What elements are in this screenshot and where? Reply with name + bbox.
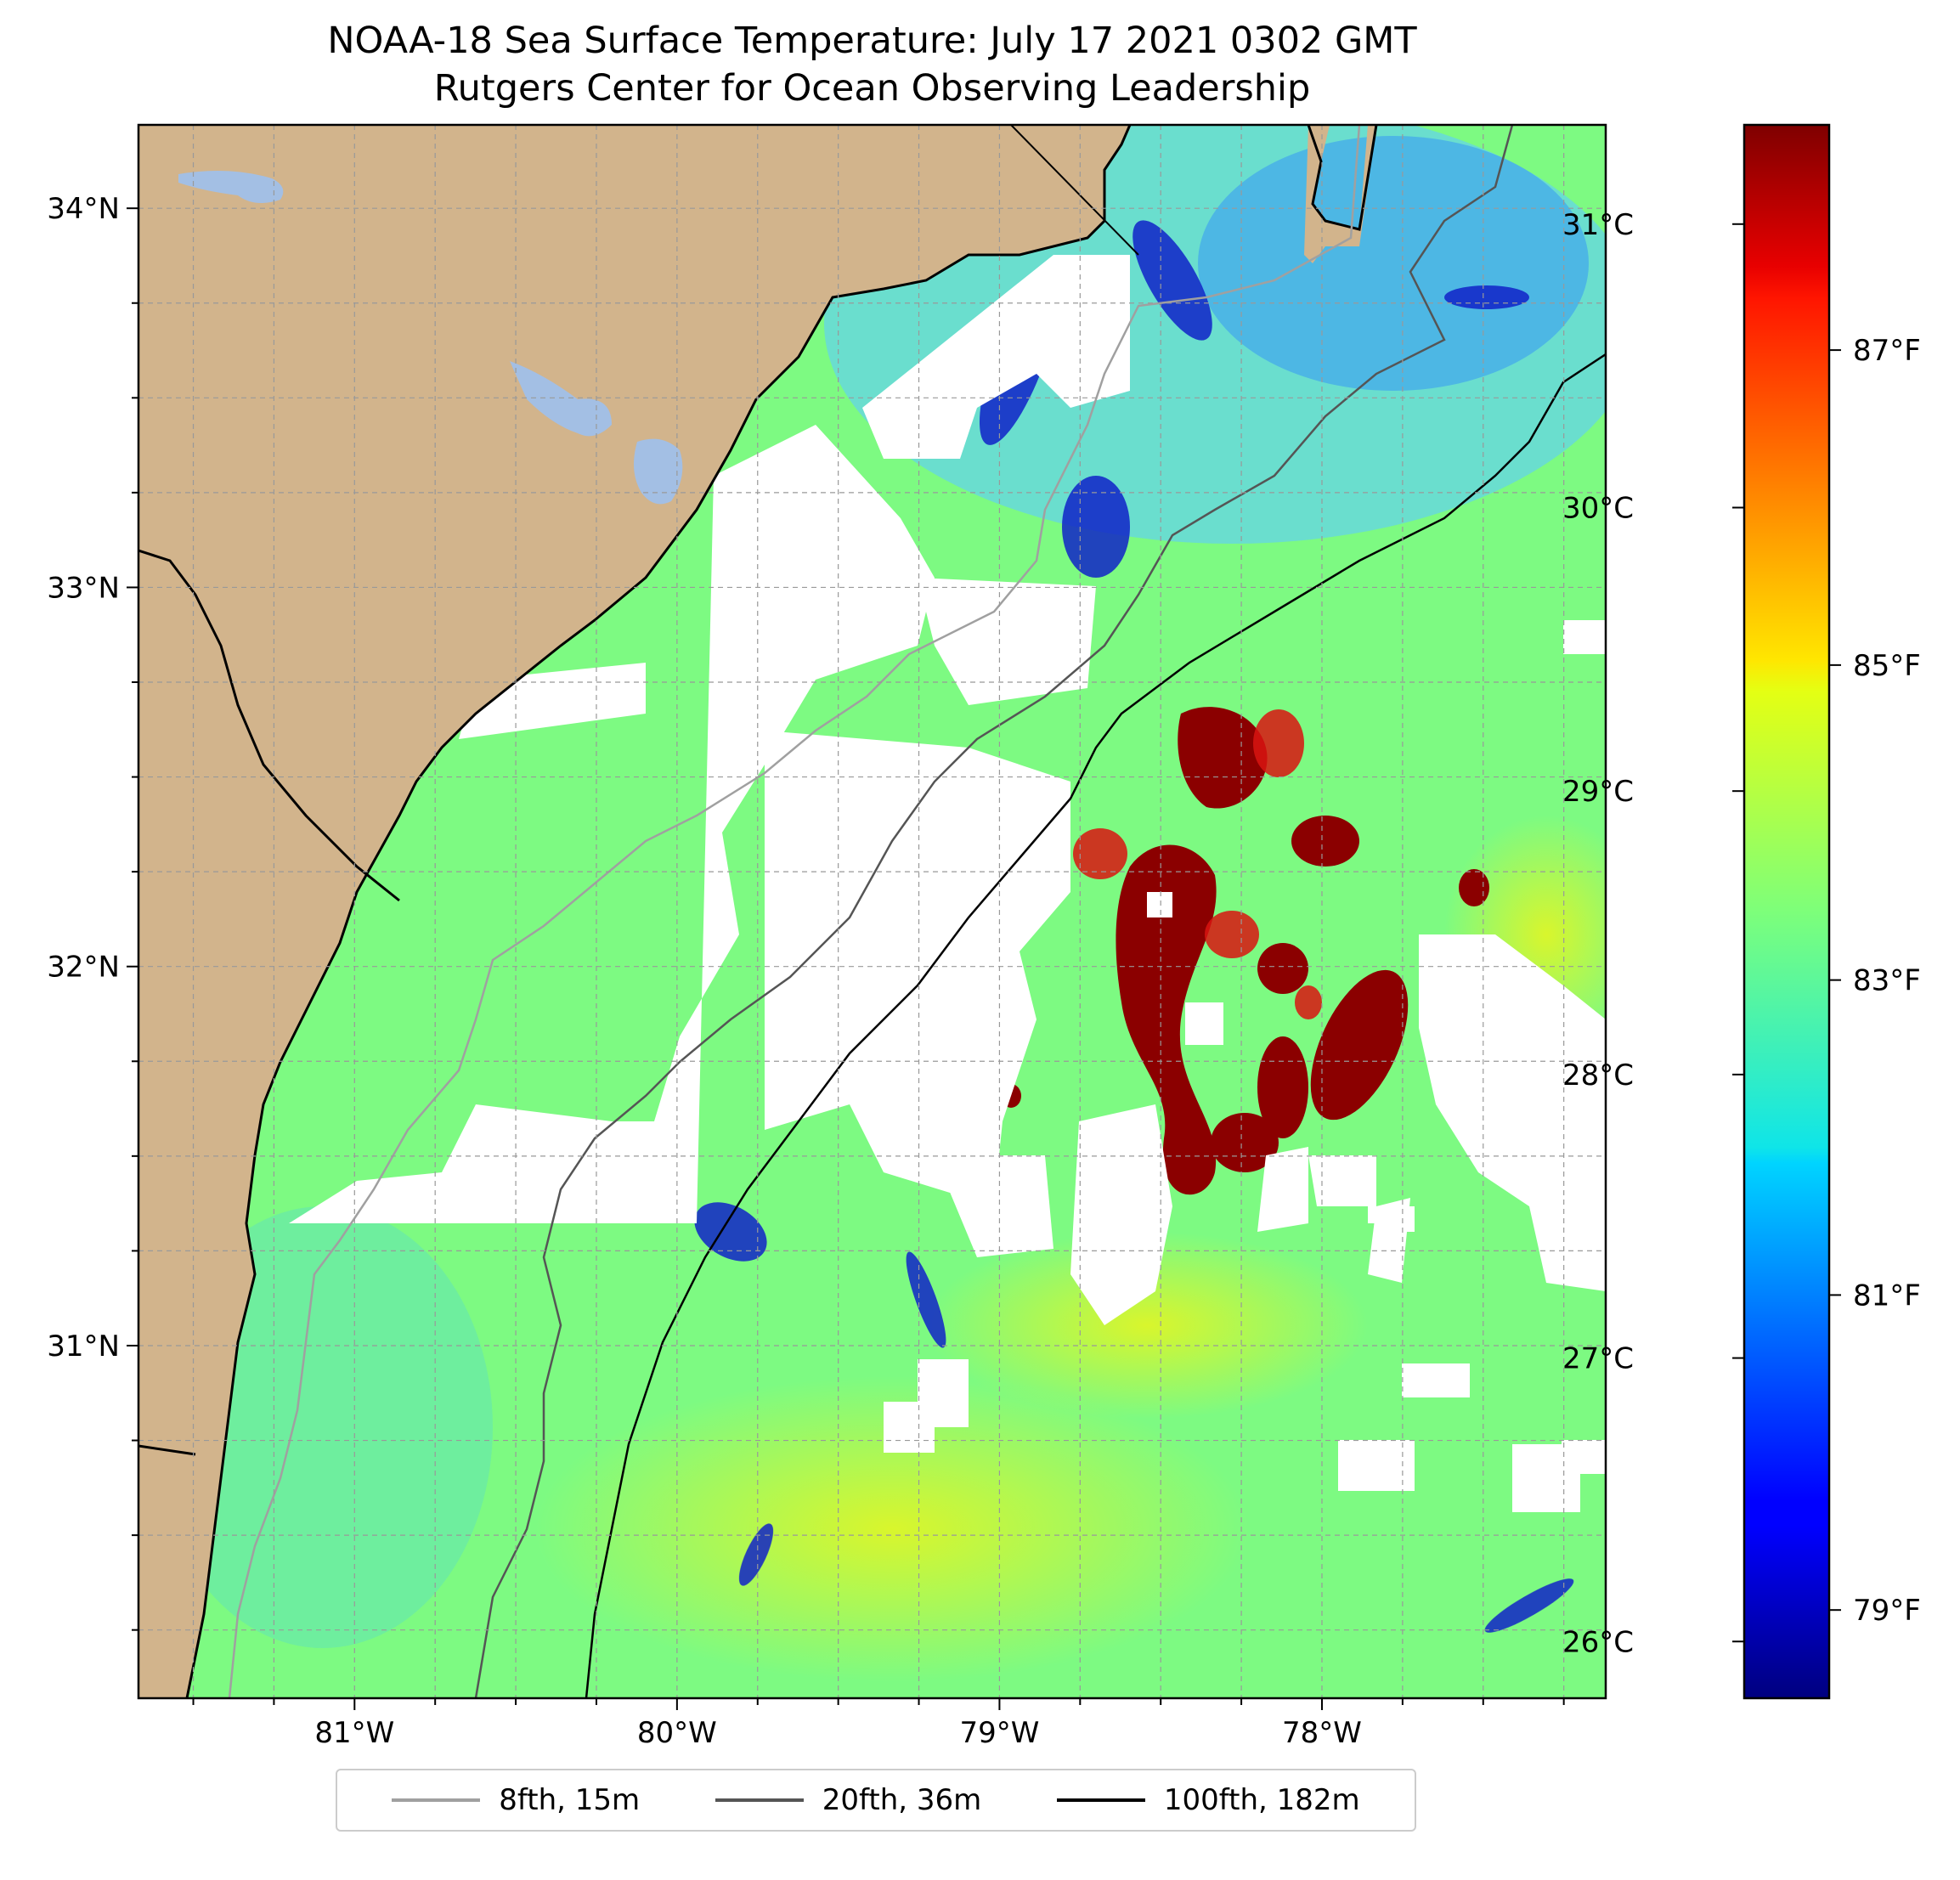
isobath-20fth-36m — [474, 125, 1514, 1698]
lake-marion — [634, 438, 683, 505]
colorbar — [1743, 123, 1831, 1700]
fahrenheit-tick-label: 87°F — [1853, 334, 1921, 368]
fahrenheit-tick-label: 79°F — [1853, 1594, 1921, 1628]
lake — [178, 171, 284, 203]
lat-tick-label: 32°N — [47, 951, 120, 985]
isobath-100fth-182m — [585, 353, 1606, 1698]
land-mass — [138, 125, 1130, 1698]
legend-item-8fth: 8fth, 15m — [392, 1783, 640, 1817]
lon-tick-label: 78°W — [1282, 1716, 1362, 1750]
lat-tick-label: 31°N — [47, 1330, 120, 1363]
map-frame — [137, 123, 1607, 1700]
lake-moultrie — [510, 361, 612, 437]
lon-tick-label: 80°W — [637, 1716, 717, 1750]
chart-title: NOAA-18 Sea Surface Temperature: July 17… — [327, 20, 1417, 62]
no-data-cloud-mask — [289, 255, 1606, 1512]
isobath-8fth-15m — [228, 125, 1361, 1698]
legend-swatch — [715, 1798, 804, 1802]
fahrenheit-tick-label: 83°F — [1853, 964, 1921, 998]
legend-item-100fth: 100fth, 182m — [1056, 1783, 1360, 1817]
celsius-tick-label: 29°C — [1562, 775, 1634, 809]
celsius-tick-label: 26°C — [1562, 1625, 1634, 1659]
state-border — [138, 549, 400, 902]
coastline — [185, 125, 1132, 1698]
isobath-legend: 8fth, 15m 20fth, 36m 100fth, 182m — [336, 1769, 1416, 1832]
map-axis-ticks: 81°W 80°W 79°W 78°W 34°N 33°N 32°N 31°N — [47, 192, 1565, 1750]
celsius-tick-label: 31°C — [1562, 208, 1634, 242]
celsius-tick-label: 27°C — [1562, 1342, 1634, 1376]
fahrenheit-tick-label: 85°F — [1853, 649, 1921, 683]
map-plot-area — [138, 125, 1606, 1698]
legend-item-20fth: 20fth, 36m — [715, 1783, 982, 1817]
celsius-tick-label: 30°C — [1562, 491, 1634, 525]
legend-swatch — [1056, 1798, 1145, 1802]
colorbar-ticks: 31°C 30°C 29°C 28°C 27°C 26°C 87°F 85°F 83°F 81°F… — [1562, 208, 1921, 1659]
state-border-nc-sc — [1010, 125, 1139, 256]
lat-tick-label: 33°N — [47, 571, 120, 605]
legend-swatch — [392, 1798, 481, 1802]
legend-label: 100fth, 182m — [1163, 1783, 1360, 1817]
fahrenheit-tick-label: 81°F — [1853, 1279, 1921, 1313]
gridlines — [138, 125, 1606, 1698]
legend-label: 8fth, 15m — [499, 1783, 641, 1817]
lon-tick-label: 81°W — [314, 1716, 394, 1750]
lon-tick-label: 79°W — [959, 1716, 1039, 1750]
lat-tick-label: 34°N — [47, 192, 120, 226]
chart-subtitle: Rutgers Center for Ocean Observing Leade… — [433, 67, 1311, 110]
warm-eddy-region — [1001, 707, 1489, 1195]
celsius-tick-label: 28°C — [1562, 1059, 1634, 1092]
legend-label: 20fth, 36m — [822, 1783, 982, 1817]
